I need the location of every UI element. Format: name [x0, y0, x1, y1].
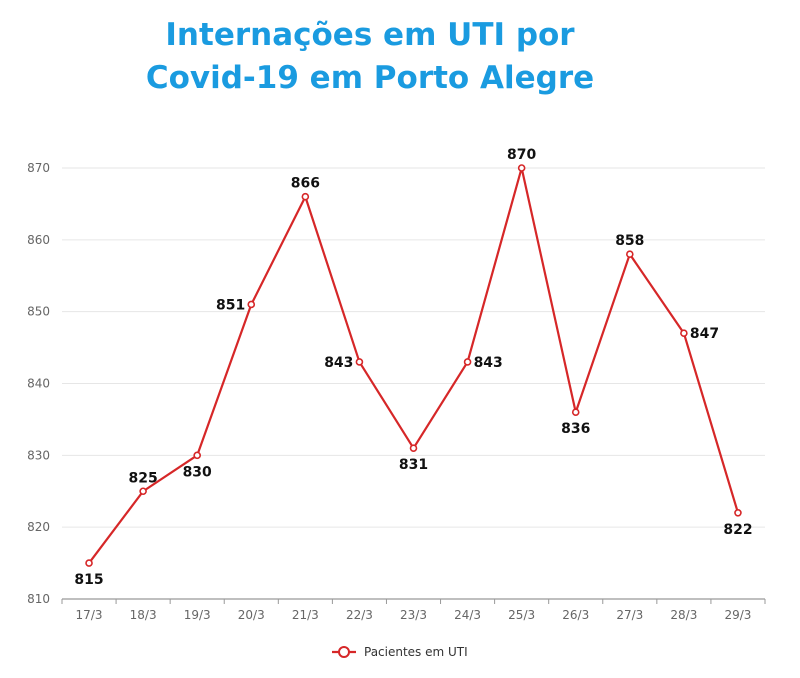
data-label: 851	[216, 297, 245, 313]
data-label: 815	[74, 572, 103, 588]
y-tick-label: 840	[27, 377, 50, 391]
data-point	[301, 192, 310, 201]
data-point	[139, 487, 147, 496]
chart-title: Internações em UTI por Covid-19 em Porto…	[0, 14, 740, 100]
data-point	[571, 408, 580, 417]
data-label: 836	[561, 421, 590, 437]
x-tick-label: 29/3	[724, 608, 751, 622]
data-point	[517, 164, 526, 172]
data-label: 831	[399, 457, 428, 473]
x-tick-label: 28/3	[670, 608, 697, 622]
y-tick-label: 820	[27, 520, 50, 534]
y-tick-label: 860	[27, 233, 50, 247]
y-tick-label: 830	[27, 448, 50, 462]
y-tick-label: 850	[27, 305, 50, 319]
x-tick-label: 18/3	[130, 608, 157, 622]
y-tick-label: 870	[27, 161, 50, 175]
data-point	[734, 508, 742, 517]
x-tick-label: 25/3	[508, 608, 535, 622]
x-tick-label: 17/3	[76, 608, 103, 622]
data-point	[193, 451, 201, 460]
data-point	[626, 250, 634, 258]
data-label: 825	[128, 470, 157, 486]
data-label: 847	[690, 326, 719, 342]
series-lines	[88, 166, 740, 564]
data-label: 870	[507, 147, 536, 163]
x-axis: 17/3 18/3 19/3 20/3 21/3 22/3 23/3 24/3 25/3 26/3…	[61, 598, 766, 622]
data-label: 843	[324, 355, 353, 371]
y-axis-ticks: 810 820 830 840 850 860 870	[27, 161, 50, 606]
grid-lines	[62, 167, 765, 528]
data-label: 830	[183, 464, 212, 480]
x-tick-label: 19/3	[184, 608, 211, 622]
data-point	[85, 559, 93, 567]
data-point	[355, 358, 364, 366]
chart-title-line-2: Covid-19 em Porto Alegre	[145, 60, 595, 96]
x-tick-label: 22/3	[346, 608, 373, 622]
x-tick-label: 24/3	[454, 608, 481, 622]
data-label: 822	[723, 522, 752, 538]
x-tick-label: 20/3	[238, 608, 265, 622]
x-tick-label: 23/3	[400, 608, 427, 622]
data-points	[85, 164, 742, 567]
data-point	[463, 358, 472, 366]
legend-label: Pacientes em UTI	[364, 645, 468, 659]
chart-title-line-1: Internações em UTI por	[165, 17, 575, 53]
x-tick-label: 27/3	[616, 608, 643, 622]
legend-marker	[338, 646, 350, 658]
data-labels: 815 825 830 851 866 843 831 843 870 836 858 847 822	[74, 147, 752, 588]
data-point	[247, 300, 256, 309]
x-tick-label: 26/3	[562, 608, 589, 622]
data-label: 843	[474, 355, 503, 371]
data-point	[409, 444, 418, 452]
data-point	[680, 329, 688, 338]
data-label: 866	[291, 176, 320, 192]
y-tick-label: 810	[27, 592, 50, 606]
x-tick-label: 21/3	[292, 608, 319, 622]
series-line	[88, 166, 740, 564]
legend[interactable]: Pacientes em UTI	[332, 645, 468, 659]
data-label: 858	[615, 233, 644, 249]
